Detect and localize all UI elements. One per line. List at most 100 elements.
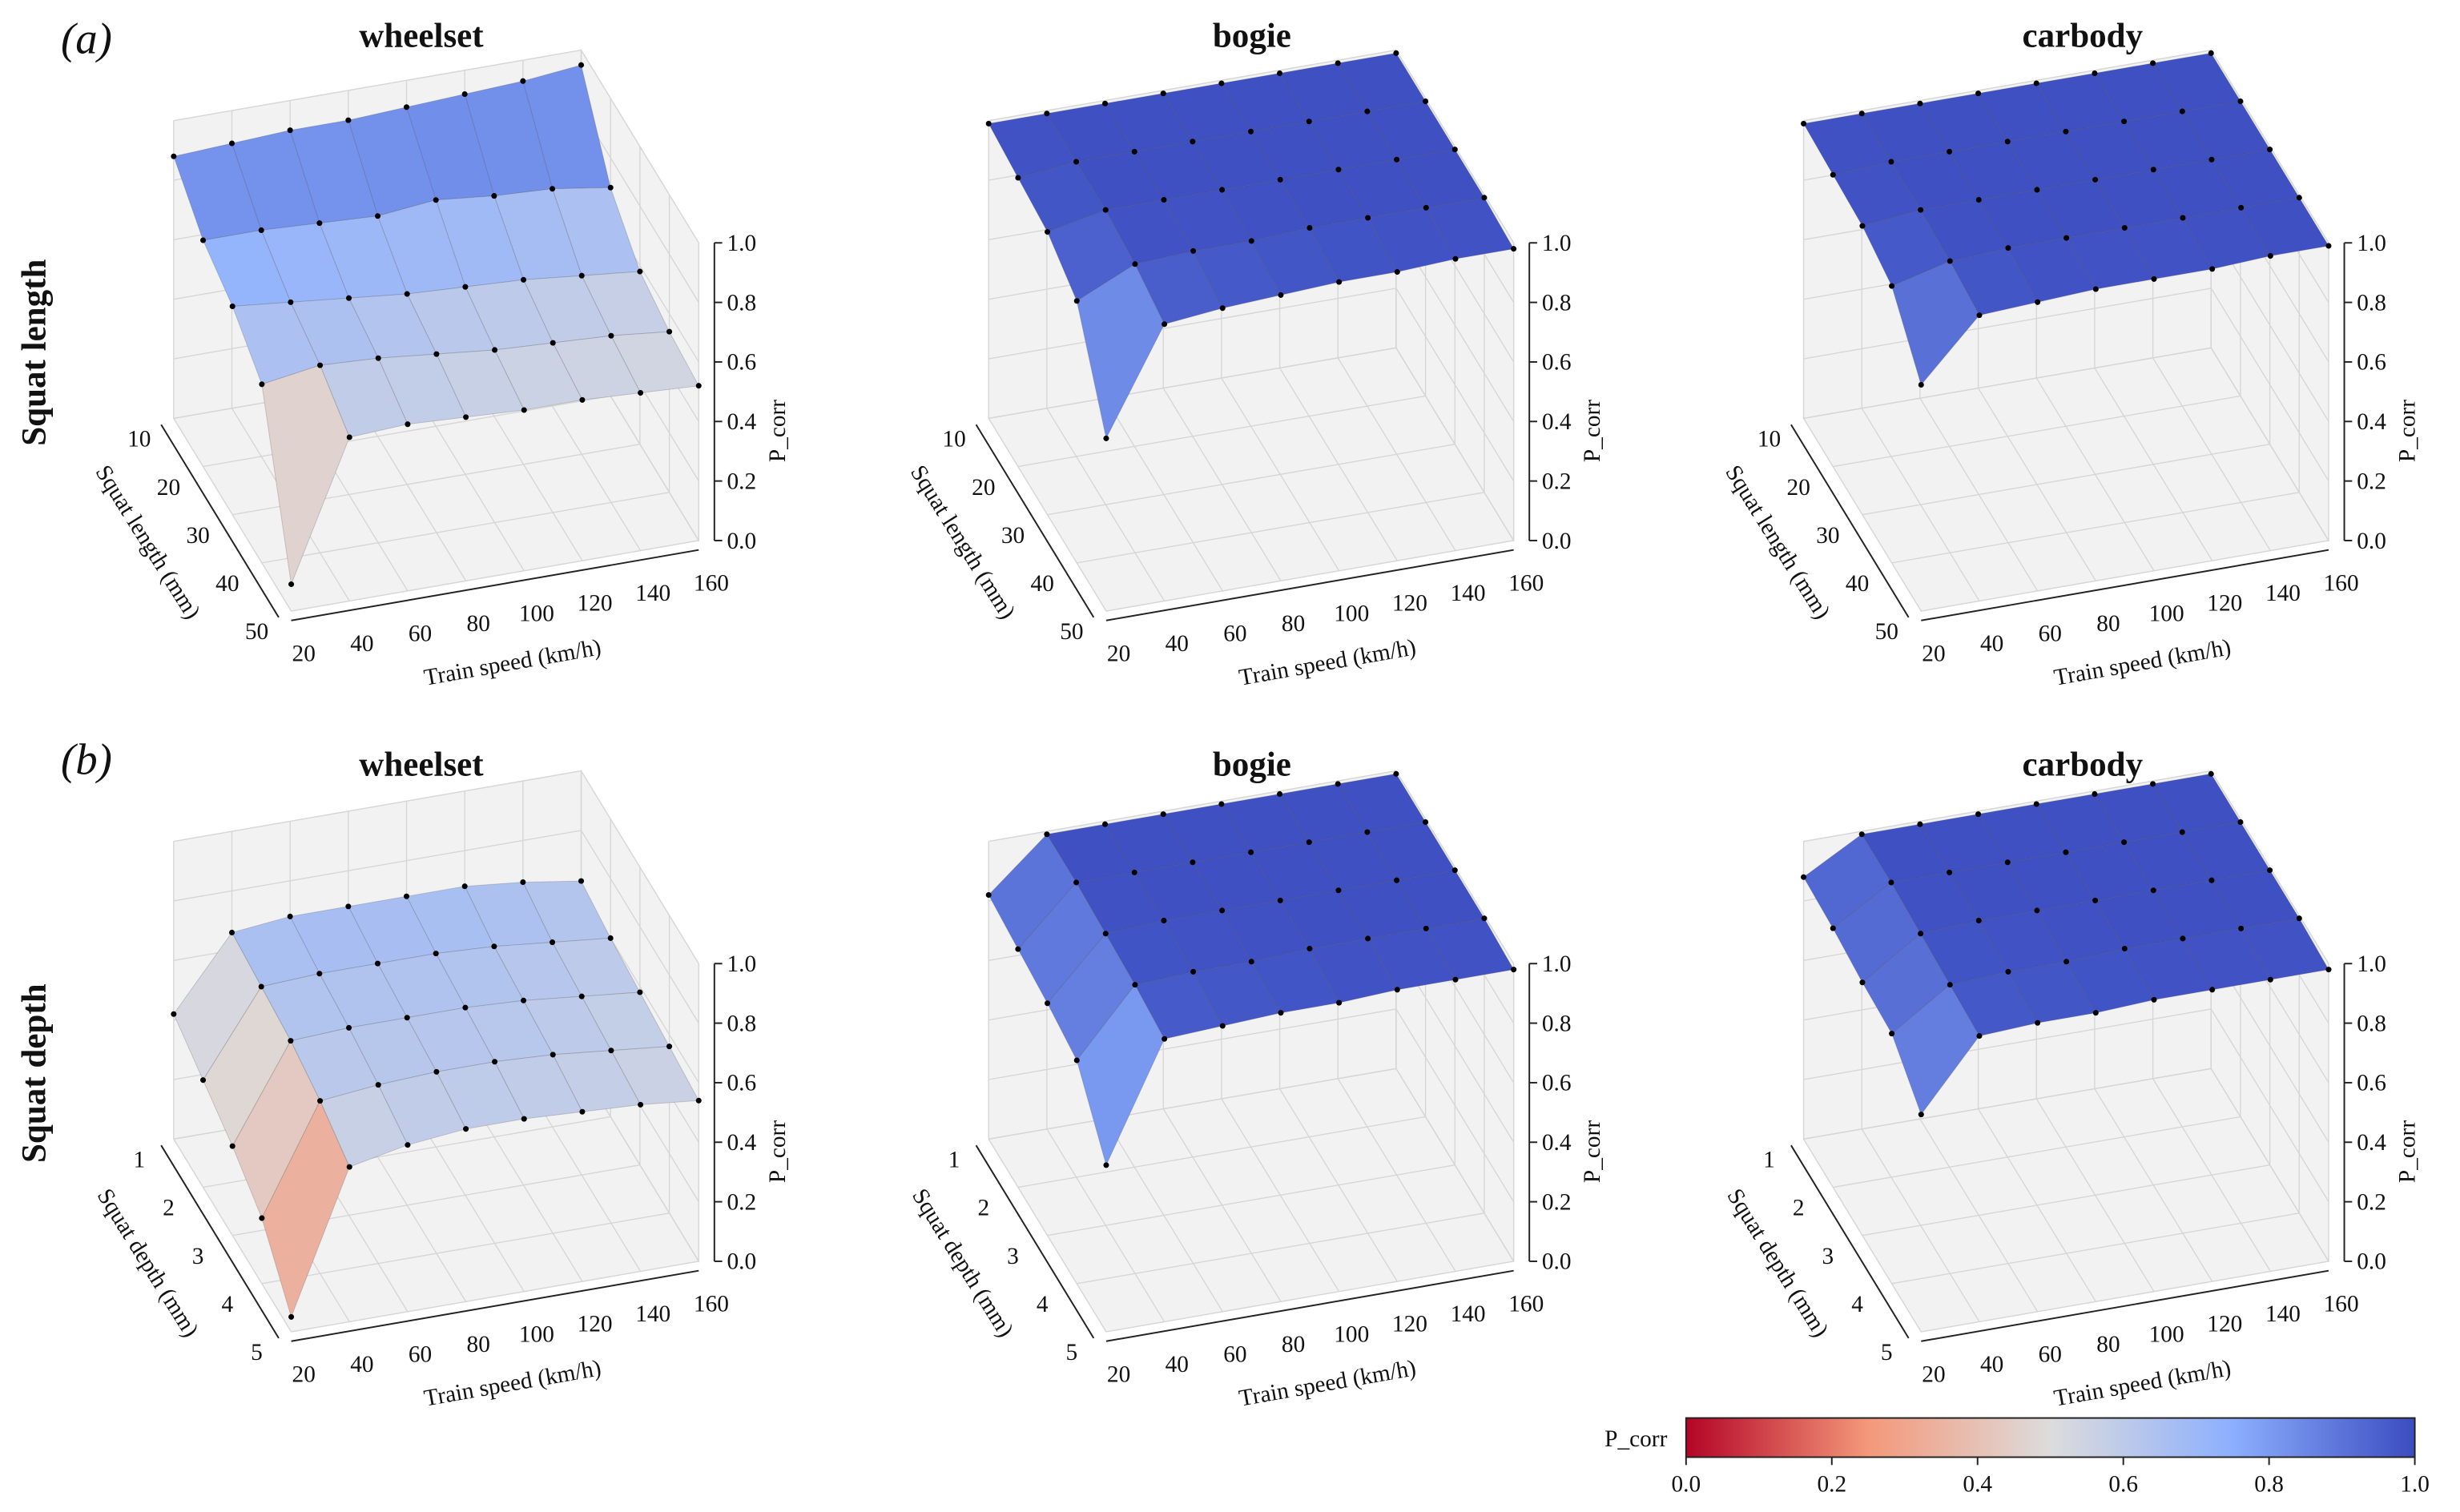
data-point bbox=[1365, 215, 1371, 221]
grid-line bbox=[1395, 347, 1515, 541]
chart-title: wheelset bbox=[359, 746, 484, 783]
y-tick-label: 10 bbox=[1757, 427, 1781, 452]
grid-line bbox=[173, 418, 292, 612]
x-axis-label: Train speed (km/h) bbox=[422, 1355, 603, 1411]
data-point bbox=[2150, 887, 2156, 894]
data-point bbox=[1336, 999, 1343, 1006]
z-tick-label: 0.4 bbox=[727, 1130, 756, 1156]
grid-line bbox=[1395, 770, 1515, 964]
z-axis-label: P_corr bbox=[765, 1120, 791, 1183]
x-tick-label: 80 bbox=[1282, 1332, 1305, 1357]
grid-line bbox=[988, 1008, 1397, 1080]
grid-line bbox=[1921, 540, 2329, 612]
data-point bbox=[695, 383, 702, 389]
y-axis-label: Squat depth (mm) bbox=[1721, 1184, 1833, 1342]
x-tick-label: 120 bbox=[1392, 1312, 1427, 1337]
data-point bbox=[1947, 148, 1953, 155]
data-point bbox=[375, 355, 381, 361]
z-tick-label: 0.8 bbox=[2357, 290, 2386, 316]
chart-title: bogie bbox=[1213, 746, 1291, 783]
z-tick-label: 0.6 bbox=[1542, 1071, 1572, 1096]
x-tick-label: 20 bbox=[1922, 1362, 1945, 1388]
data-point bbox=[1248, 238, 1254, 244]
grid-line bbox=[988, 288, 1397, 360]
x-axis bbox=[1105, 549, 1514, 621]
y-tick-label: 4 bbox=[1851, 1292, 1863, 1317]
x-tick-label: 40 bbox=[1166, 1352, 1189, 1377]
y-axis bbox=[975, 424, 1095, 618]
x-tick-label: 140 bbox=[2265, 1301, 2301, 1327]
data-point bbox=[2267, 867, 2273, 874]
data-point bbox=[2267, 976, 2273, 983]
x-tick-label: 80 bbox=[467, 1332, 490, 1357]
data-point bbox=[2035, 1019, 2041, 1026]
data-point bbox=[1073, 879, 1080, 886]
y-tick-label: 50 bbox=[1060, 619, 1083, 645]
data-point bbox=[1889, 1031, 1895, 1037]
grid-line bbox=[2210, 347, 2329, 541]
data-point bbox=[375, 960, 381, 967]
data-point bbox=[1423, 98, 1429, 105]
grid-line bbox=[988, 347, 1397, 420]
data-point bbox=[345, 117, 352, 123]
x-tick-label: 20 bbox=[1107, 641, 1130, 667]
data-point bbox=[1277, 790, 1283, 797]
data-point bbox=[2208, 156, 2215, 163]
data-point bbox=[2121, 839, 2128, 846]
x-axis bbox=[1105, 1269, 1514, 1342]
grid-line bbox=[173, 1139, 292, 1333]
data-point bbox=[258, 227, 264, 233]
x-tick-label: 140 bbox=[635, 1301, 670, 1327]
data-point bbox=[1248, 128, 1254, 135]
data-point bbox=[287, 127, 293, 134]
z-axis-label: P_corr bbox=[1580, 1120, 1605, 1183]
data-point bbox=[1917, 100, 1923, 107]
data-point bbox=[1918, 381, 1924, 388]
data-point bbox=[520, 78, 526, 84]
data-point bbox=[1394, 877, 1400, 883]
data-point bbox=[317, 362, 324, 368]
grid-line bbox=[988, 770, 1397, 842]
data-point bbox=[1918, 931, 1924, 937]
data-point bbox=[1278, 1010, 1284, 1016]
data-point bbox=[1218, 80, 1225, 86]
x-tick-label: 60 bbox=[409, 621, 432, 646]
y-tick-label: 3 bbox=[1007, 1244, 1019, 1269]
x-tick-label: 40 bbox=[1166, 631, 1189, 657]
data-point bbox=[1190, 859, 1196, 866]
data-point bbox=[492, 1059, 498, 1065]
y-tick-label: 3 bbox=[1822, 1244, 1834, 1269]
data-point bbox=[578, 993, 585, 999]
data-point bbox=[404, 291, 410, 297]
data-point bbox=[259, 1215, 265, 1221]
data-point bbox=[1102, 821, 1109, 827]
data-point bbox=[2033, 80, 2039, 86]
z-tick-label: 0.0 bbox=[2357, 529, 2386, 554]
data-point bbox=[1947, 258, 1953, 264]
z-tick-label: 0.4 bbox=[2357, 1130, 2386, 1156]
data-point bbox=[2267, 147, 2273, 153]
x-tick-label: 160 bbox=[2324, 571, 2359, 597]
data-point bbox=[1219, 187, 1226, 193]
grid-line bbox=[2210, 50, 2329, 243]
data-point bbox=[228, 929, 236, 935]
data-point bbox=[288, 299, 294, 305]
data-point bbox=[1044, 111, 1050, 117]
data-point bbox=[461, 90, 468, 98]
data-point bbox=[1976, 312, 1983, 319]
data-point bbox=[1888, 879, 1894, 886]
data-point bbox=[2209, 266, 2216, 272]
x-tick-label: 60 bbox=[2039, 1341, 2062, 1367]
data-point bbox=[345, 903, 352, 910]
data-point bbox=[316, 220, 323, 227]
z-tick-label: 1.0 bbox=[727, 231, 756, 256]
grid-line bbox=[988, 49, 1397, 122]
data-point bbox=[2180, 215, 2186, 221]
data-point bbox=[433, 197, 439, 203]
z-tick-label: 0.0 bbox=[1542, 529, 1572, 554]
y-axis bbox=[975, 1144, 1095, 1339]
data-point bbox=[2121, 225, 2128, 231]
data-point bbox=[2034, 187, 2040, 193]
data-point bbox=[985, 120, 992, 127]
z-tick-label: 0.0 bbox=[1542, 1249, 1572, 1275]
